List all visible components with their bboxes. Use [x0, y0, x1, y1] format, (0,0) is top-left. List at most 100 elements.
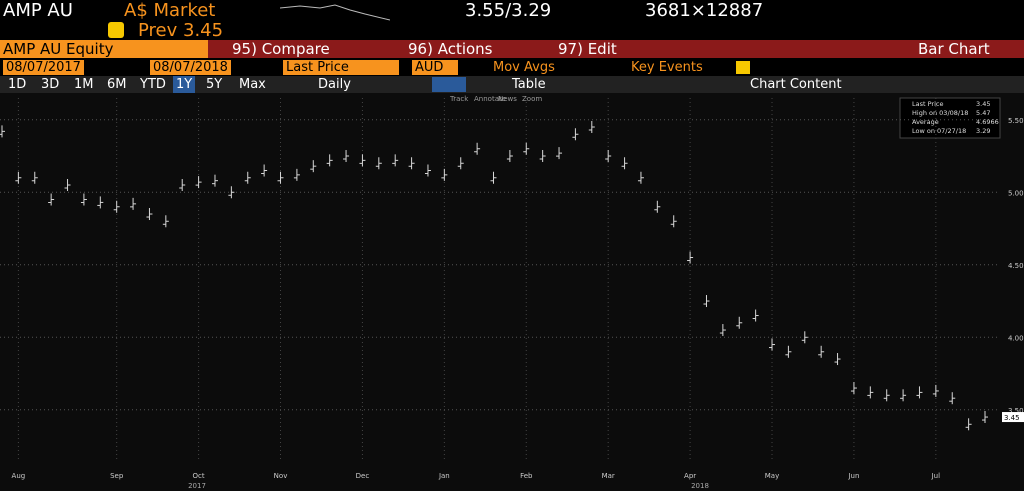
period[interactable]: 6M — [107, 77, 127, 92]
x-tick-label: Aug — [12, 472, 26, 480]
chart-tool: Track — [449, 95, 469, 103]
price-bar — [719, 324, 726, 337]
header: AMP AU A$ Market Prev 3.45 3.55/3.29 368… — [0, 0, 1024, 41]
price-bar — [244, 171, 251, 184]
price-bar — [457, 157, 464, 170]
legend-box — [899, 97, 1001, 139]
price-bar — [867, 386, 874, 399]
view: Bar Chart — [918, 40, 990, 58]
price-bar — [64, 179, 71, 192]
x-tick-label: Mar — [602, 472, 615, 480]
prev: Prev 3.45 — [138, 20, 224, 41]
price-bar — [146, 208, 153, 221]
menu-item[interactable]: 97) Edit — [558, 40, 617, 58]
price-bar — [850, 382, 857, 395]
plot-bg — [0, 93, 1024, 491]
price-bar — [736, 316, 743, 329]
table[interactable]: Table — [512, 77, 546, 92]
bar-type[interactable] — [432, 77, 466, 92]
x-tick-label: Nov — [274, 472, 288, 480]
legend-label: Average — [912, 118, 939, 126]
info-icon[interactable] — [736, 61, 750, 74]
last-price-label: 3.45 — [1004, 414, 1020, 422]
price-bar — [900, 389, 907, 402]
price-bar — [277, 171, 284, 184]
price-bar — [965, 418, 972, 431]
price-bar — [588, 121, 595, 134]
menu-item[interactable]: 96) Actions — [408, 40, 493, 58]
end-date[interactable]: 08/07/2018 — [150, 60, 231, 75]
currency[interactable]: AUD — [412, 60, 458, 75]
price-bar — [982, 411, 988, 424]
legend-label: High on 03/08/18 — [912, 109, 968, 117]
price-bar — [818, 345, 825, 358]
price-bar — [359, 154, 366, 167]
size: 3681×12887 — [645, 0, 764, 21]
price-bar — [687, 251, 694, 264]
price-bar — [441, 168, 448, 181]
security[interactable]: AMP AU Equity — [0, 40, 208, 58]
price-bar — [0, 125, 5, 138]
x-tick-label: Jun — [847, 472, 859, 480]
spark — [280, 4, 390, 21]
chart-content[interactable]: Chart Content — [750, 77, 842, 92]
price-bar — [605, 150, 612, 163]
start-date[interactable]: 08/07/2017 — [3, 60, 84, 75]
price-bar — [621, 157, 628, 170]
price-bar — [211, 174, 218, 187]
menu-item[interactable]: 95) Compare — [232, 40, 330, 58]
price-bar — [310, 160, 317, 173]
price-bar — [261, 164, 268, 177]
legend-value: 5.47 — [976, 109, 990, 117]
ticker: AMP AU — [3, 0, 73, 21]
x-tick-label: Jul — [931, 472, 941, 480]
chart-tool: News — [498, 95, 517, 103]
price-bar — [392, 154, 399, 167]
price-bar — [769, 338, 776, 351]
period[interactable]: 5Y — [206, 77, 223, 92]
field[interactable]: Last Price — [283, 60, 399, 75]
x-tick-label: Dec — [356, 472, 370, 480]
price-bar — [31, 171, 38, 184]
x-tick-label: Sep — [110, 472, 124, 480]
sparkline — [280, 4, 390, 21]
price-bar — [97, 196, 104, 209]
chart-tool: Annotate — [474, 95, 506, 103]
price-bar — [539, 150, 546, 163]
key-events[interactable]: Key Events — [631, 60, 703, 75]
controls: 08/07/2017 08/07/2018 Last Price AUD Mov… — [0, 59, 1024, 76]
x-tick-label: Apr — [684, 472, 696, 480]
price-bar — [130, 197, 137, 210]
period[interactable]: 1Y — [173, 76, 196, 93]
mov-avgs[interactable]: Mov Avgs — [493, 60, 555, 75]
price-bar — [670, 215, 677, 228]
price-bar — [834, 353, 841, 366]
year-label: 2017 — [188, 482, 206, 490]
year-label: 2018 — [691, 482, 709, 490]
price-bar — [113, 200, 120, 213]
icon[interactable] — [108, 22, 124, 38]
period[interactable]: Max — [239, 77, 266, 92]
price-bar — [916, 386, 923, 399]
price-bar — [883, 389, 890, 402]
x-tick-label: Jan — [438, 472, 450, 480]
legend-value: 3.29 — [976, 127, 990, 135]
price-bar — [48, 193, 55, 206]
period[interactable]: YTD — [140, 77, 166, 92]
market: A$ Market — [124, 0, 216, 21]
price-bar — [15, 171, 22, 184]
bid-ask: 3.55/3.29 — [465, 0, 552, 21]
y-tick-label: 4.00 — [1008, 334, 1024, 342]
price-bar — [506, 150, 513, 163]
price-bar — [637, 171, 644, 184]
x-tick-label: Feb — [520, 472, 533, 480]
price-bar — [179, 179, 186, 192]
price-bar — [654, 200, 661, 213]
period[interactable]: 3D — [41, 77, 60, 92]
period[interactable]: 1D — [8, 77, 27, 92]
period[interactable]: 1M — [74, 77, 94, 92]
y-tick-label: 5.50 — [1008, 117, 1024, 125]
frequency[interactable]: Daily — [318, 77, 351, 92]
